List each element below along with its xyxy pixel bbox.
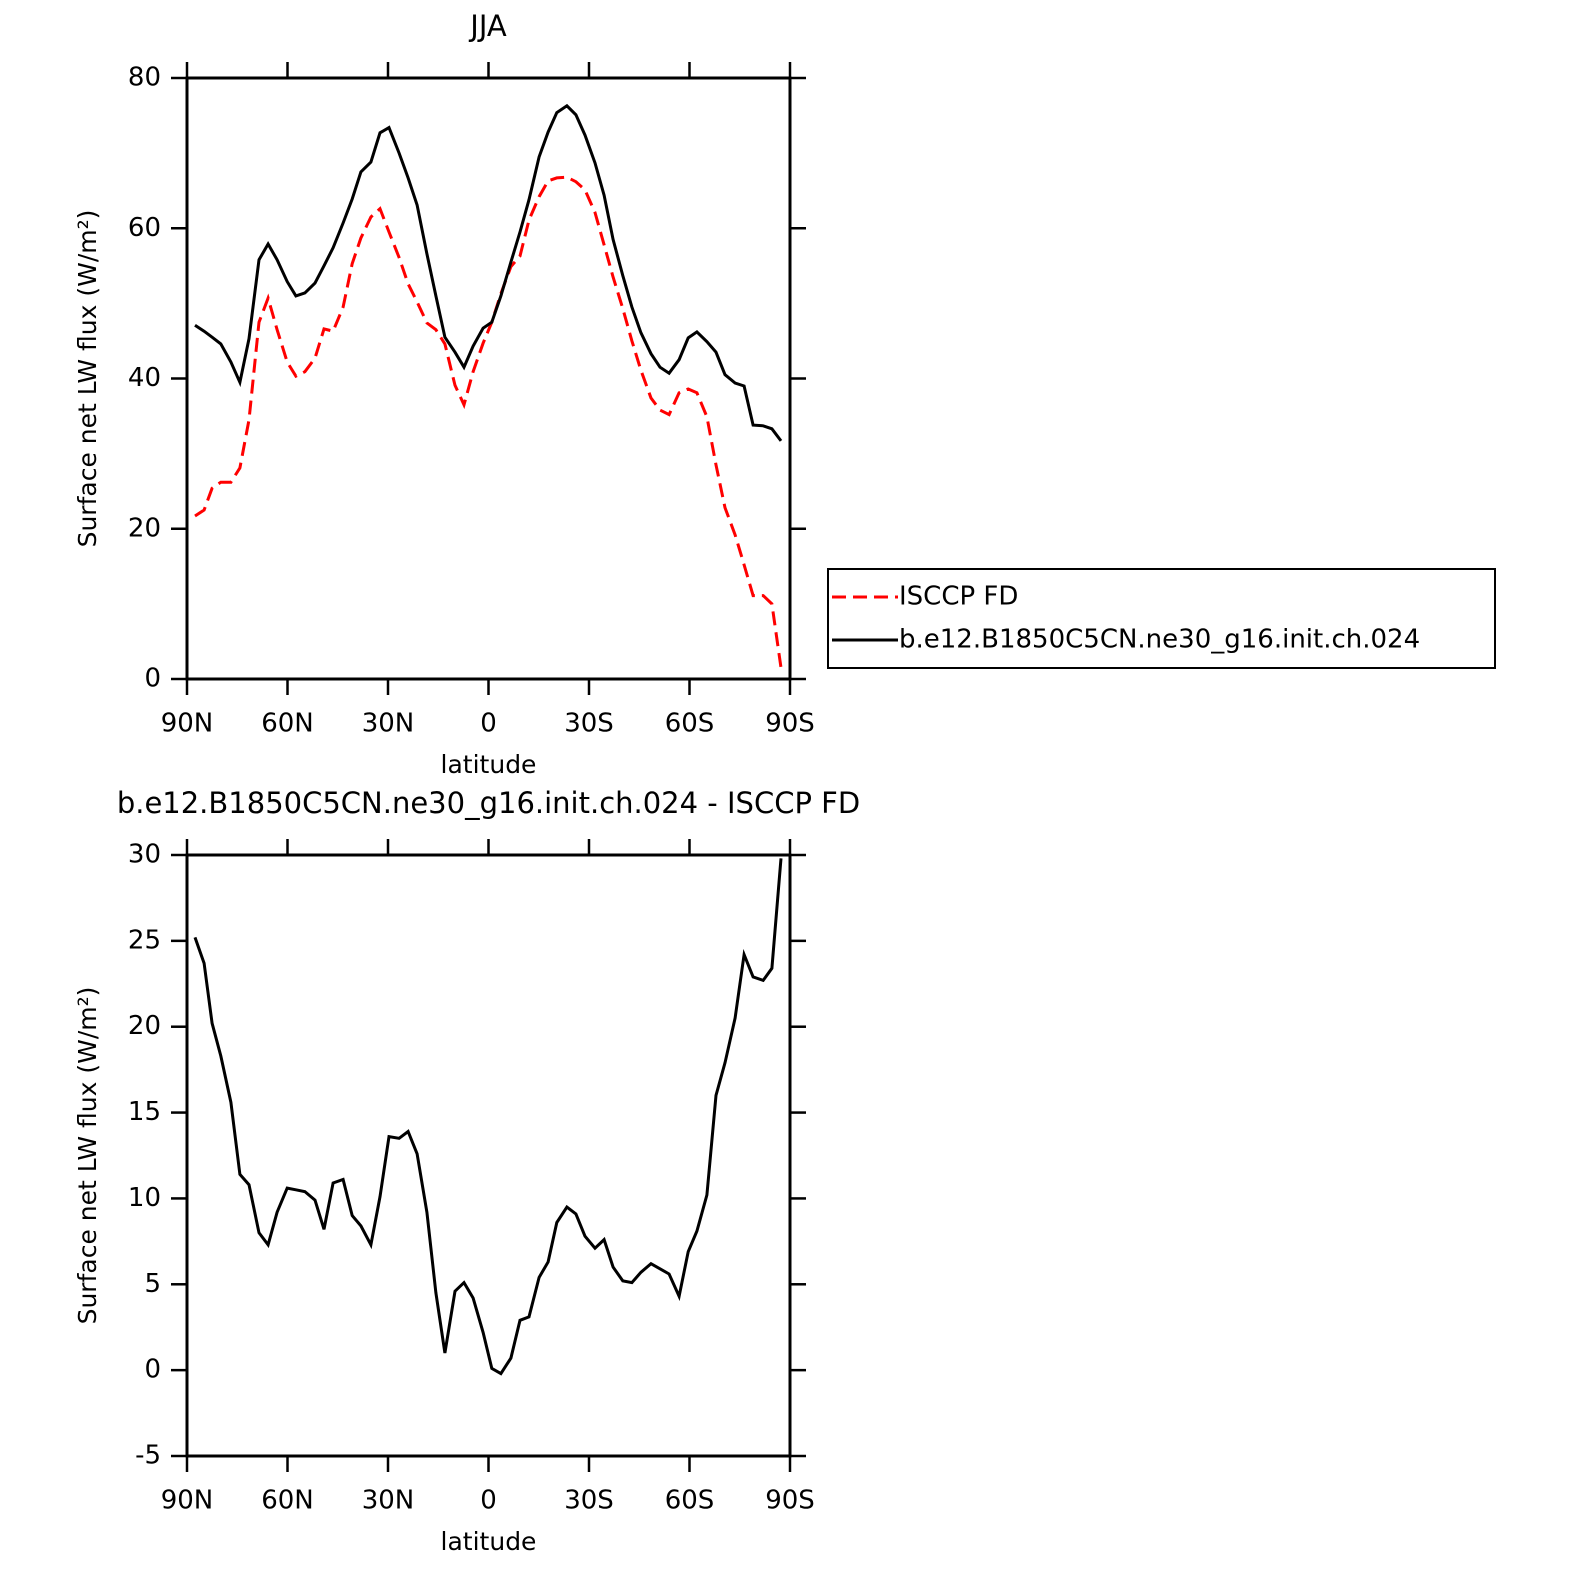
legend-label: b.e12.B1850C5CN.ne30_g16.init.ch.024 <box>899 625 1420 655</box>
data-line <box>194 175 783 668</box>
x-axis-label: latitude <box>441 1527 537 1556</box>
y-tick-label: -5 <box>135 1441 161 1471</box>
plot-frame <box>185 76 792 681</box>
x-axis-label: latitude <box>441 750 537 779</box>
chart-title: JJA <box>468 9 507 43</box>
y-axis-label: Surface net LW flux (W/m²) <box>73 210 102 548</box>
y-tick-label: 0 <box>144 664 161 694</box>
y-tick-label: 25 <box>128 925 161 955</box>
x-tick-label: 30S <box>564 709 614 739</box>
y-tick-label: 60 <box>128 213 161 243</box>
y-tick-label: 20 <box>128 513 161 543</box>
data-line <box>194 103 783 442</box>
x-tick-label: 0 <box>480 1486 497 1516</box>
y-tick-label: 0 <box>144 1355 161 1385</box>
data-line <box>193 858 783 1376</box>
y-tick-label: 80 <box>128 63 161 93</box>
x-tick-label: 60S <box>665 1486 715 1516</box>
y-tick-label: 10 <box>128 1183 161 1213</box>
legend-box <box>827 568 1496 669</box>
x-tick-label: 30N <box>362 1486 415 1516</box>
x-tick-label: 30N <box>362 709 415 739</box>
y-tick-label: 5 <box>144 1269 161 1299</box>
x-tick-label: 90S <box>765 709 815 739</box>
y-tick-label: 30 <box>128 840 161 870</box>
chart-title: b.e12.B1850C5CN.ne30_g16.init.ch.024 - I… <box>117 786 860 820</box>
x-tick-label: 30S <box>564 1486 614 1516</box>
x-tick-label: 90S <box>765 1486 815 1516</box>
x-tick-label: 0 <box>480 709 497 739</box>
y-axis-label: Surface net LW flux (W/m²) <box>73 987 102 1325</box>
y-tick-label: 40 <box>128 363 161 393</box>
y-tick-label: 15 <box>128 1097 161 1127</box>
x-tick-label: 90N <box>161 1486 214 1516</box>
y-tick-label: 20 <box>128 1011 161 1041</box>
plot-frame <box>185 853 792 1458</box>
legend-label: ISCCP FD <box>899 582 1018 612</box>
x-tick-label: 60S <box>665 709 715 739</box>
x-tick-label: 90N <box>161 709 214 739</box>
x-tick-label: 60N <box>261 1486 314 1516</box>
x-tick-label: 60N <box>261 709 314 739</box>
